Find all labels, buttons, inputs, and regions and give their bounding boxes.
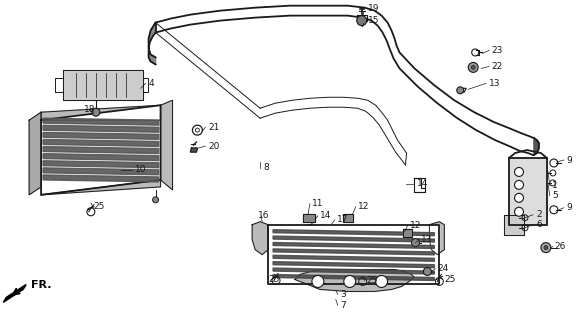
Polygon shape [273, 255, 434, 261]
Polygon shape [41, 105, 160, 120]
Text: 17: 17 [337, 215, 348, 224]
Text: 10: 10 [135, 165, 146, 174]
Text: 2: 2 [536, 210, 542, 219]
Text: 18: 18 [84, 105, 96, 114]
Circle shape [344, 276, 356, 287]
Text: 12: 12 [358, 202, 369, 211]
Text: 5: 5 [552, 191, 557, 200]
Polygon shape [295, 269, 415, 292]
Circle shape [515, 180, 524, 189]
Text: 7: 7 [340, 301, 346, 310]
Polygon shape [343, 214, 353, 222]
Polygon shape [273, 236, 434, 242]
Text: 26: 26 [555, 242, 566, 251]
Text: 22: 22 [491, 62, 503, 71]
Circle shape [544, 246, 548, 250]
Text: 21: 21 [208, 123, 220, 132]
Text: 6: 6 [536, 220, 542, 229]
Text: 14: 14 [320, 211, 331, 220]
Polygon shape [43, 154, 159, 161]
Text: 4: 4 [149, 79, 154, 88]
Polygon shape [191, 148, 198, 152]
Polygon shape [303, 214, 315, 222]
Polygon shape [402, 229, 413, 237]
Polygon shape [149, 23, 156, 64]
Polygon shape [357, 15, 367, 20]
Text: 3: 3 [340, 290, 346, 299]
Circle shape [375, 276, 388, 287]
Polygon shape [415, 178, 426, 192]
Circle shape [423, 268, 431, 276]
Polygon shape [273, 275, 434, 280]
Polygon shape [509, 158, 547, 225]
Polygon shape [268, 225, 440, 284]
Circle shape [515, 193, 524, 202]
Circle shape [515, 167, 524, 176]
Text: 15: 15 [368, 16, 379, 25]
Polygon shape [273, 268, 434, 274]
Polygon shape [430, 222, 444, 255]
Polygon shape [252, 222, 268, 255]
Polygon shape [3, 284, 26, 302]
Polygon shape [156, 6, 534, 155]
Polygon shape [41, 105, 160, 195]
Polygon shape [273, 243, 434, 248]
Text: 23: 23 [491, 46, 503, 55]
Polygon shape [63, 70, 143, 100]
Text: 19: 19 [368, 4, 379, 13]
Text: 8: 8 [263, 164, 269, 172]
Text: 14: 14 [416, 180, 428, 188]
Polygon shape [534, 138, 539, 155]
Polygon shape [43, 118, 159, 125]
Circle shape [412, 239, 419, 247]
Polygon shape [43, 161, 159, 168]
Text: 13: 13 [422, 235, 433, 244]
Text: 25: 25 [268, 275, 279, 284]
Polygon shape [43, 125, 159, 132]
Polygon shape [504, 215, 524, 235]
Circle shape [357, 16, 367, 26]
Circle shape [92, 108, 100, 116]
Text: 11: 11 [312, 199, 324, 208]
Circle shape [468, 62, 478, 72]
Circle shape [312, 276, 324, 287]
Polygon shape [160, 100, 173, 190]
Circle shape [515, 207, 524, 216]
Text: 9: 9 [567, 156, 573, 164]
Text: 1: 1 [552, 181, 557, 190]
Text: 13: 13 [489, 79, 501, 88]
Text: 25: 25 [367, 276, 378, 285]
Text: 16: 16 [258, 211, 270, 220]
Circle shape [153, 197, 159, 203]
Polygon shape [43, 140, 159, 147]
Text: 25: 25 [93, 202, 104, 211]
Polygon shape [273, 230, 434, 236]
Text: 25: 25 [444, 275, 456, 284]
Polygon shape [41, 180, 160, 195]
Text: 12: 12 [409, 221, 421, 230]
Polygon shape [43, 168, 159, 175]
Circle shape [456, 87, 463, 94]
Text: 20: 20 [208, 141, 220, 151]
Circle shape [541, 243, 551, 252]
Text: 9: 9 [567, 203, 573, 212]
Circle shape [471, 65, 475, 69]
Polygon shape [273, 262, 434, 268]
Polygon shape [43, 147, 159, 154]
Text: 24: 24 [437, 264, 448, 273]
Polygon shape [273, 249, 434, 255]
Polygon shape [43, 175, 159, 182]
Polygon shape [43, 132, 159, 139]
Polygon shape [29, 112, 41, 195]
Text: FR.: FR. [31, 280, 52, 291]
